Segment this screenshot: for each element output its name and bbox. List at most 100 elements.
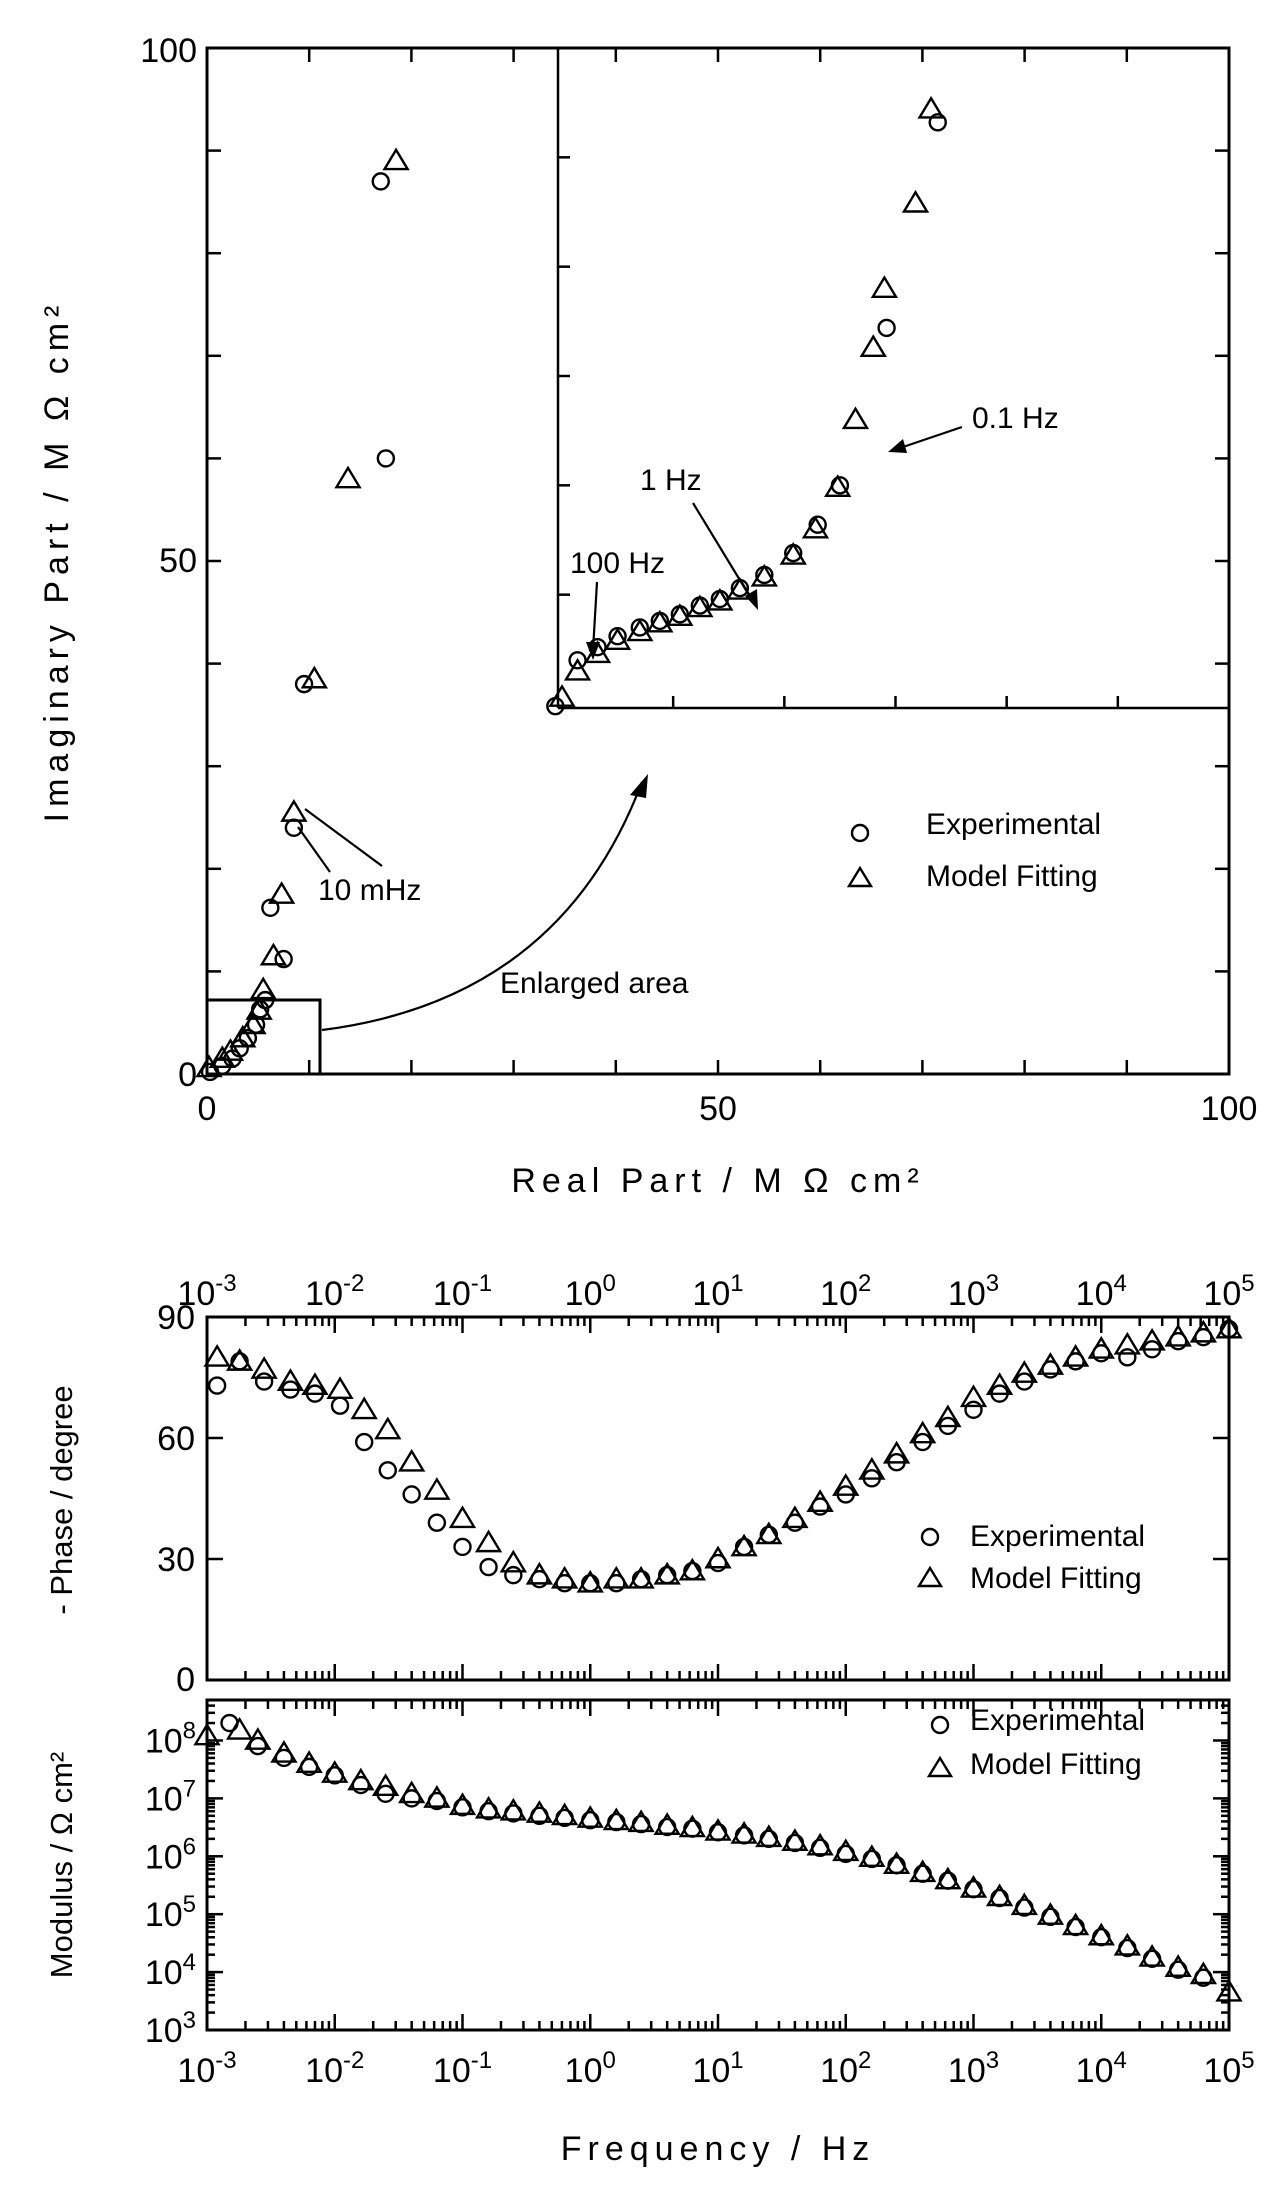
freq-tick-label-3: 100 — [565, 2047, 616, 2090]
ann-100hz-label: 100 Hz — [570, 547, 665, 580]
phase-legend-model: Model Fitting — [970, 1562, 1142, 1595]
phase-exp-point-11 — [479, 1557, 498, 1577]
enlarged-area-arrowhead — [630, 774, 648, 798]
nyq-x-tick-100: 100 — [1201, 1090, 1258, 1128]
phase-fit-point-38 — [1164, 1323, 1192, 1347]
nyq-y-tick-0: 0 — [178, 1056, 197, 1094]
inset-fit-point-18 — [917, 95, 945, 119]
freq-tick-label-4: 101 — [692, 2047, 743, 2090]
inset-fit-point-9 — [726, 576, 754, 600]
inset-exp-point-1 — [568, 651, 587, 670]
nyq-y-axis-label: Imaginary Part / M Ω cm² — [38, 300, 76, 823]
mod-fit-point-7 — [371, 1773, 400, 1797]
phase-fit-point-11 — [474, 1529, 503, 1553]
inset-ticks — [558, 156, 1120, 708]
modulus-ticks — [205, 1698, 1231, 2032]
inset-fit-point-12 — [801, 515, 830, 539]
phase-fit-point-36 — [1113, 1331, 1141, 1355]
enlarged-area-label: Enlarged area — [500, 967, 689, 1000]
nyq-exp-point-9 — [261, 898, 280, 917]
phase-exp-point-30 — [964, 1400, 983, 1419]
inset-fit-point-10 — [750, 563, 778, 587]
inset-fit-point-11 — [779, 541, 807, 565]
ann-100hz-line — [591, 581, 599, 651]
mod-exp-point-21 — [759, 1829, 779, 1849]
phase-fit-point-2 — [250, 1356, 278, 1379]
mod-fit-point-8 — [397, 1780, 426, 1804]
inset-fit-point-3 — [603, 627, 632, 651]
inset-fit-point-5 — [646, 609, 674, 633]
nyq-exp-point-13 — [371, 172, 390, 191]
mod-fit-point-0 — [193, 1722, 221, 1746]
nyq-exp-point-8 — [274, 949, 293, 969]
mod-fit-point-25 — [832, 1838, 860, 1862]
inset-fit-point-0 — [548, 684, 576, 707]
nyq-x-tick-0: 0 — [198, 1090, 217, 1128]
phase-top-freq-label-6: 103 — [948, 1270, 999, 1313]
phase-legend-circle — [920, 1527, 940, 1547]
phase-exp-point-0 — [207, 1376, 227, 1395]
nyq-fit-point-8 — [267, 881, 296, 904]
phase-fit-point-1 — [225, 1348, 254, 1371]
mod-fit-point-24 — [806, 1832, 834, 1856]
mod-fit-point-18 — [653, 1812, 681, 1835]
mod-fit-point-20 — [704, 1817, 732, 1841]
phase-fit-point-33 — [1036, 1352, 1065, 1375]
phase-fit-point-6 — [350, 1396, 378, 1420]
mod-exp-point-29 — [964, 1880, 983, 1899]
phase-fit-point-7 — [374, 1416, 402, 1440]
mod-exp-point-16 — [631, 1814, 651, 1834]
mod-fit-point-17 — [627, 1809, 655, 1833]
phase-y-tick-0: 0 — [176, 1661, 195, 1699]
phase-exp-point-10 — [453, 1537, 472, 1557]
phase-top-freq-label-3: 100 — [565, 1270, 616, 1313]
phase-fit-point-19 — [678, 1557, 707, 1581]
phase-fit-point-15 — [576, 1569, 604, 1593]
nyq-y-tick-100: 100 — [140, 32, 197, 70]
inset-fit-point-15 — [859, 334, 887, 358]
mod-fit-point-35 — [1087, 1922, 1115, 1946]
mod-fit-point-31 — [985, 1883, 1014, 1907]
mod-exp-point-15 — [607, 1812, 626, 1832]
mod-exp-point-22 — [785, 1833, 805, 1853]
mod-y-tick-label-0: 103 — [145, 2007, 196, 2050]
modulus-markers — [193, 1713, 1243, 2002]
phase-fit-point-3 — [276, 1368, 305, 1391]
mod-y-tick-label-1: 104 — [145, 1949, 196, 1992]
freq-tick-label-1: 10-2 — [305, 2047, 364, 2090]
mod-legend-model: Model Fitting — [970, 1748, 1142, 1781]
phase-fit-point-30 — [959, 1384, 988, 1408]
modulus-y-axis-label: Modulus / Ω cm² — [44, 1752, 79, 1978]
nyq-y-tick-50: 50 — [159, 542, 197, 580]
phase-fit-point-9 — [423, 1477, 451, 1500]
phase-ticks — [205, 1317, 1231, 1680]
phase-fit-point-13 — [525, 1561, 554, 1585]
phase-fit-point-23 — [781, 1505, 809, 1529]
mod-fit-point-37 — [1138, 1943, 1166, 1967]
mod-fit-point-21 — [730, 1820, 758, 1844]
inset-fit-point-16 — [870, 275, 899, 298]
modulus-y-tick-labels: 103 104 105 106 107 108 — [145, 1717, 196, 2050]
nyquist-plot: 0 50 100 0 50 100 Real Part / M Ω cm² Im… — [38, 32, 1257, 1200]
nyq-fit-point-9 — [280, 799, 308, 822]
mod-exp-point-36 — [1142, 1949, 1162, 1968]
mod-exp-point-27 — [913, 1864, 932, 1883]
inset-exp-point-14 — [877, 318, 896, 338]
phase-fit-point-5 — [326, 1376, 354, 1400]
phase-legend-triangle — [916, 1565, 944, 1588]
inset-fit-point-7 — [686, 594, 714, 618]
mod-fit-point-5 — [321, 1760, 349, 1783]
nyquist-frame — [205, 46, 1231, 1076]
nyq-legend-experimental: Experimental — [926, 808, 1101, 841]
phase-fit-point-34 — [1061, 1344, 1090, 1367]
phase-fit-point-32 — [1010, 1360, 1039, 1383]
enlarged-area-box — [205, 998, 322, 1076]
phase-top-freq-label-8: 105 — [1203, 1270, 1254, 1313]
mod-fit-point-36 — [1113, 1932, 1141, 1956]
phase-plot: 10-3 10-2 10-1 100 101 102 103 104 105 0 30 60 9… — [44, 1270, 1255, 1699]
phase-fit-point-27 — [882, 1440, 911, 1464]
mod-fit-point-38 — [1164, 1954, 1192, 1977]
mod-exp-point-20 — [734, 1826, 754, 1845]
phase-y-tick-60: 60 — [157, 1420, 195, 1458]
nyquist-ticks — [207, 48, 1229, 1074]
